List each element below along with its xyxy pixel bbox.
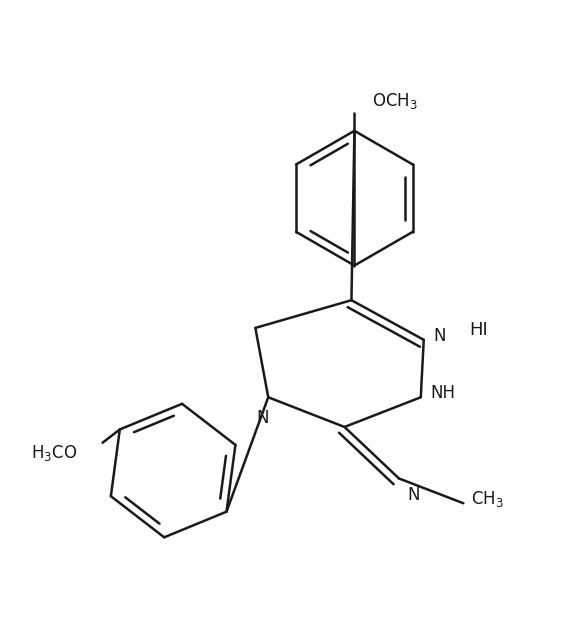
Text: NH: NH [431,384,456,403]
Text: N: N [407,486,420,504]
Text: CH$_3$: CH$_3$ [471,490,504,509]
Text: H$_3$CO: H$_3$CO [32,443,78,463]
Text: HI: HI [469,321,488,339]
Text: OCH$_3$: OCH$_3$ [372,91,418,111]
Text: N: N [256,409,268,427]
Text: N: N [434,327,446,345]
